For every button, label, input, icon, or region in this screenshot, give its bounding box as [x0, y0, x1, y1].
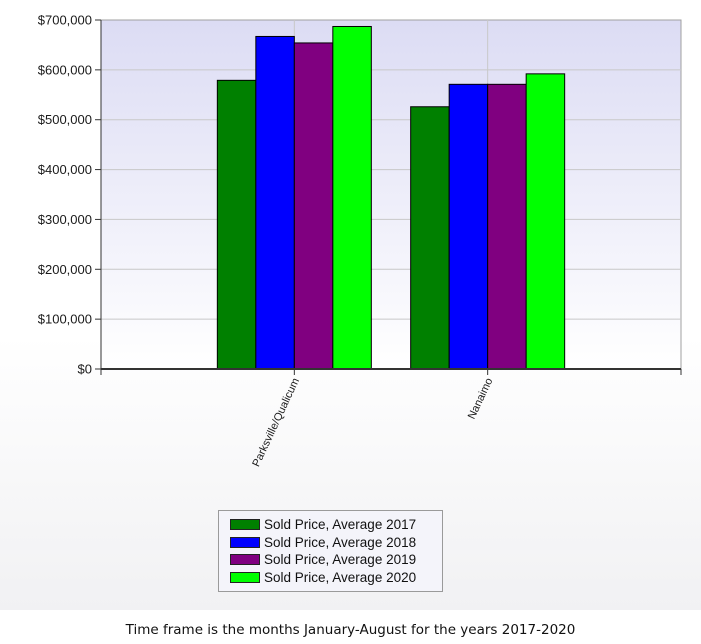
legend-label: Sold Price, Average 2019 — [264, 552, 417, 568]
legend-item: Sold Price, Average 2020 — [230, 569, 442, 587]
axes — [95, 19, 682, 375]
x-category-label: Parksville/Qualicum — [250, 376, 302, 469]
legend-swatch — [230, 519, 260, 531]
legend-item: Sold Price, Average 2018 — [230, 534, 442, 552]
bar — [487, 83, 527, 370]
legend-item: Sold Price, Average 2017 — [230, 516, 442, 534]
legend: Sold Price, Average 2017 Sold Price, Aver… — [218, 510, 443, 592]
legend-label: Sold Price, Average 2018 — [264, 534, 417, 550]
bar — [216, 79, 257, 370]
bar — [448, 83, 489, 370]
bar — [293, 42, 334, 370]
bar — [332, 25, 372, 370]
plot-area — [100, 19, 682, 370]
y-tick-label: $500,000 — [38, 112, 92, 127]
legend-swatch — [230, 554, 260, 566]
x-category-labels: Parksville/Qualicum Nanaimo — [250, 376, 495, 469]
legend-label: Sold Price, Average 2017 — [264, 517, 417, 533]
y-tick-label: $200,000 — [38, 262, 92, 277]
y-tick-label: $400,000 — [38, 162, 92, 177]
y-tick-labels: $0 $100,000 $200,000 $300,000 $400,000 $500,0… — [38, 13, 92, 377]
y-tick-label: $100,000 — [38, 312, 92, 327]
x-category-label: Nanaimo — [466, 376, 495, 421]
bar — [410, 106, 450, 370]
y-tick-label: $0 — [78, 362, 92, 377]
y-tick-label: $300,000 — [38, 212, 92, 227]
legend-swatch — [230, 536, 260, 548]
bar — [525, 73, 566, 370]
legend-label: Sold Price, Average 2020 — [264, 569, 417, 585]
legend-item: Sold Price, Average 2019 — [230, 551, 442, 569]
bar — [255, 35, 295, 370]
bar-chart: $0 $100,000 $200,000 $300,000 $400,000 $500,0… — [38, 13, 682, 469]
y-tick-label: $700,000 — [38, 13, 92, 28]
legend-swatch — [230, 571, 260, 583]
y-tick-label: $600,000 — [38, 62, 92, 77]
footnote: Time frame is the months January-August … — [125, 622, 576, 638]
bars — [216, 25, 566, 370]
